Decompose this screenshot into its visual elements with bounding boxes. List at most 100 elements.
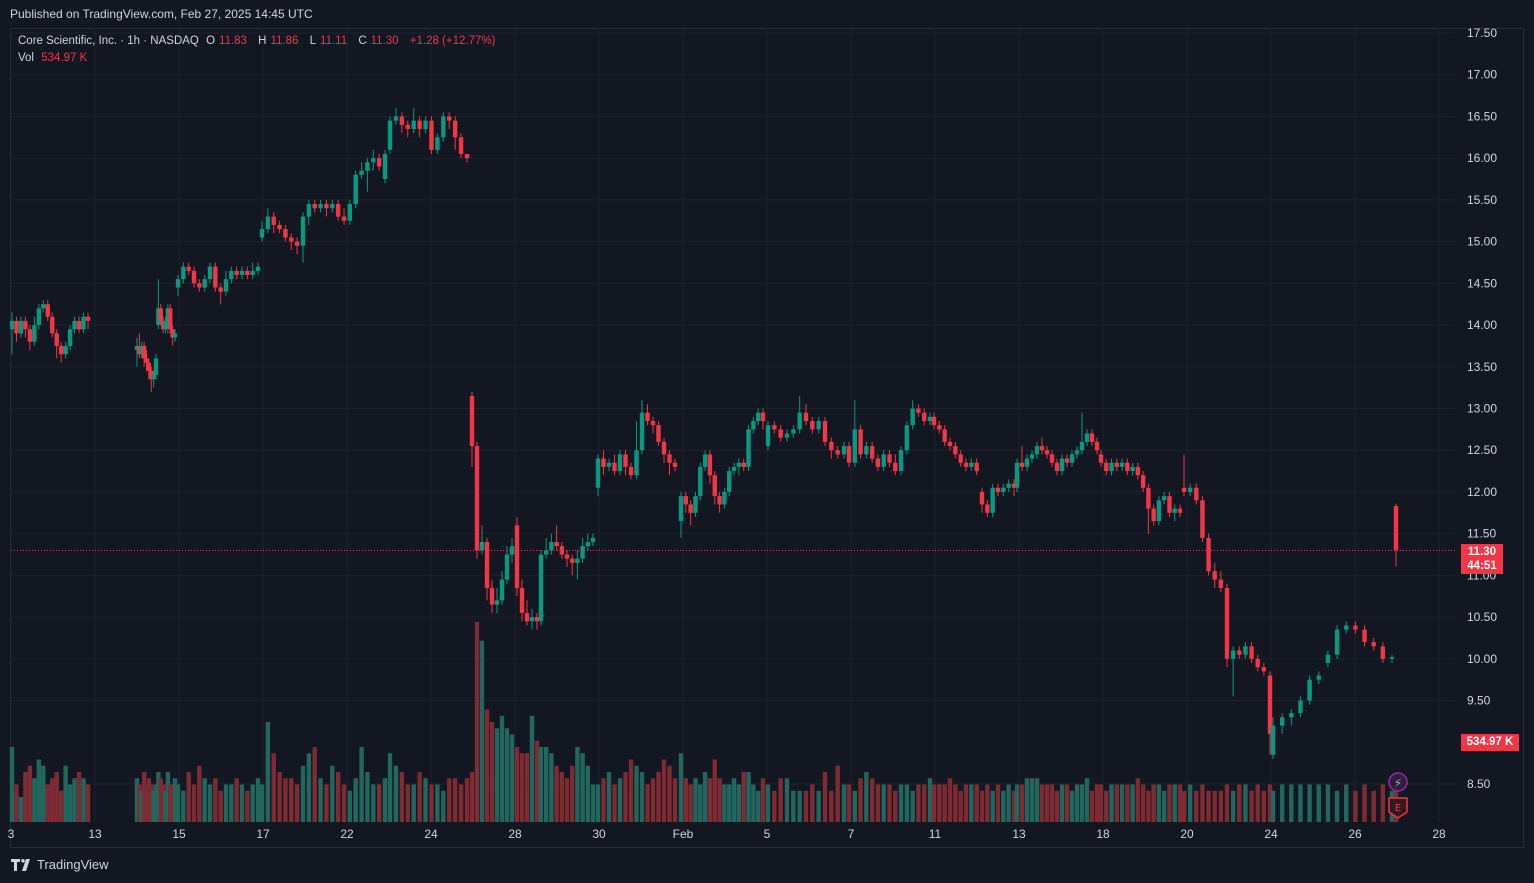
candle-body [524,612,530,622]
candle-body [995,487,1001,492]
candle-body [765,425,771,447]
volume-bar [186,772,191,822]
volume-bar [995,784,1001,822]
volume-bar [1098,784,1104,822]
candle [229,266,234,284]
candle [916,404,921,417]
candle-body [277,224,282,230]
volume-bar [245,790,250,822]
volume-bar [693,778,698,822]
symbol-legend[interactable]: Core Scientific, Inc. · 1h · NASDAQ O 11.… [18,35,499,47]
earnings-letter: E [1395,803,1401,814]
candle [953,441,958,459]
candle-body [405,124,410,129]
volume-bar [538,747,544,822]
time-tick-label: 24 [1264,827,1278,841]
candle-body [841,446,847,455]
price-tick-label: 14.50 [1467,276,1497,290]
candle-body [330,204,335,209]
tradingview-brand[interactable]: TradingView [11,857,109,872]
candle [995,483,1001,497]
volume-bar [139,790,144,822]
time-tick-label: 28 [508,827,522,841]
volume-bar [509,734,515,822]
candle-body [1334,629,1340,655]
candle [353,170,358,209]
volume-bar [534,740,540,822]
volume-bar [1279,784,1285,822]
volume-bar [63,765,68,822]
candle-body [1109,462,1114,472]
candle [1389,654,1395,664]
candle [165,304,171,334]
candle-body [1024,458,1030,467]
candle [816,416,821,434]
volume-bar [405,784,410,822]
candle [985,500,990,517]
volume-bar [1156,784,1162,822]
candle-body [271,216,276,225]
volume-bar [1162,790,1167,822]
volume-bar [590,784,596,822]
volume-bar [549,753,554,822]
candle [772,421,777,434]
volume-bar [160,784,166,822]
candle-body [85,316,91,321]
candle [218,283,223,305]
candle-body [667,454,672,463]
candle [202,274,207,292]
candle [1289,708,1294,726]
volume-bar [447,778,452,822]
candle [54,329,59,359]
candle [156,279,161,330]
last-price-tag: 11.30 44:51 [1461,544,1503,574]
candle-body [931,416,937,426]
candle-body [575,558,580,563]
candle [250,262,255,280]
candle [172,329,178,342]
candle [494,587,500,613]
candle [168,304,173,334]
volume-bar [137,784,142,822]
price-tick-label: 9.50 [1467,694,1491,708]
candle-body [1255,658,1260,668]
candle-body [452,120,458,138]
candle [717,491,722,513]
candle-body [1156,500,1162,522]
volume-bar [514,747,520,822]
volume-bar [1237,784,1242,822]
candle-body [239,270,245,275]
volume-bar [271,753,276,822]
volume-bar [727,784,732,822]
volume-bar [265,722,271,822]
candle-body [1074,450,1080,455]
candle [289,233,294,250]
candle [1181,454,1187,497]
candle-body [429,120,434,150]
volume-bar [717,778,722,822]
candle [1140,471,1146,492]
candle-body [617,454,623,472]
candle [271,212,276,234]
candle-body [306,204,312,217]
candle-body [382,153,388,180]
volume-bar [1380,784,1386,822]
volume-bar [144,784,149,822]
candle-body [347,204,353,221]
volume-bar [1212,790,1217,822]
symbol-label[interactable]: Core Scientific, Inc. · 1h · NASDAQ [18,35,199,47]
candle-body [958,454,963,463]
candle-body [1039,446,1045,451]
volume-bar [1024,778,1030,822]
candle [881,450,886,472]
candle [1162,491,1167,505]
dividend-marker-icon [1388,772,1408,792]
candle-body [153,358,159,376]
volume-bar [1069,790,1075,822]
volume-bar [797,790,802,822]
volume-legend[interactable]: Vol 534.97 K [18,52,91,64]
volume-bar [417,772,422,822]
candle-body [484,542,490,588]
candle [1230,646,1236,697]
